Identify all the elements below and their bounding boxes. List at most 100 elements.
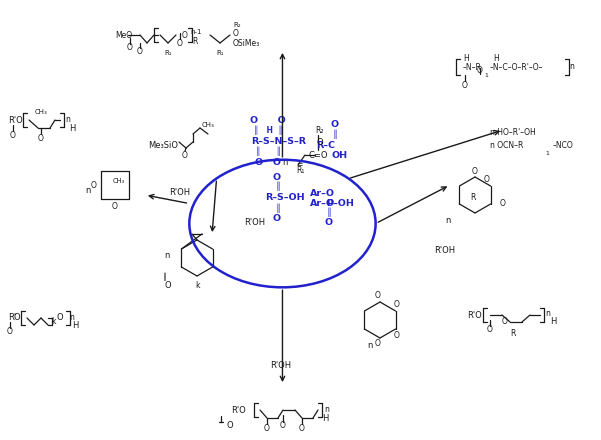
Text: CH₃: CH₃ (201, 122, 215, 128)
Text: R: R (192, 37, 198, 45)
Text: –N–C–O–R'–O–: –N–C–O–R'–O– (490, 62, 543, 72)
Text: n: n (282, 158, 288, 166)
Text: R'OH: R'OH (270, 360, 291, 370)
Text: ║   H  ║: ║ H ║ (254, 125, 282, 135)
Text: Ar–O: Ar–O (310, 188, 335, 198)
Text: P–OH: P–OH (326, 198, 354, 208)
Text: O: O (177, 39, 183, 48)
Text: O: O (91, 180, 97, 190)
Text: CH₃: CH₃ (35, 109, 47, 115)
Text: n: n (570, 62, 575, 70)
Text: R'O: R'O (231, 406, 246, 414)
Text: H: H (493, 54, 499, 62)
Text: –NCO: –NCO (553, 140, 574, 150)
Text: O: O (394, 331, 400, 340)
Text: R₁: R₁ (296, 165, 304, 175)
Text: Ar–O: Ar–O (310, 198, 335, 208)
Text: n: n (367, 341, 373, 349)
Text: R': R' (8, 313, 16, 323)
Text: n OCN–R: n OCN–R (490, 140, 523, 150)
Text: n: n (70, 312, 75, 322)
Text: R'OH: R'OH (435, 246, 456, 254)
Text: O: O (127, 43, 133, 51)
Text: ║: ║ (275, 181, 281, 191)
Text: O: O (502, 318, 508, 326)
Text: R: R (471, 193, 475, 202)
Text: R–C: R–C (317, 140, 335, 150)
Text: O: O (472, 166, 478, 176)
Text: O   O: O O (255, 158, 281, 166)
Text: n HO–R'–OH: n HO–R'–OH (490, 128, 535, 136)
Text: H: H (72, 320, 78, 330)
Text: ║: ║ (275, 203, 281, 213)
Text: O: O (38, 133, 44, 143)
Text: OSiMe₃: OSiMe₃ (233, 39, 260, 48)
Text: –N–R: –N–R (463, 62, 482, 72)
Text: O: O (14, 313, 20, 323)
Text: O: O (484, 175, 490, 183)
Text: ║: ║ (326, 207, 332, 217)
Text: O: O (7, 327, 13, 337)
Text: H: H (322, 414, 328, 422)
Text: 1: 1 (545, 150, 549, 155)
Text: O: O (500, 198, 506, 208)
Text: O: O (299, 423, 305, 433)
Text: k: k (52, 318, 56, 326)
Text: O: O (477, 66, 483, 74)
Text: H: H (69, 124, 75, 132)
Text: O: O (394, 300, 400, 309)
Text: O: O (273, 172, 281, 181)
Text: n: n (445, 216, 451, 224)
Text: H: H (463, 54, 469, 62)
Text: R: R (510, 329, 516, 337)
Text: =: = (296, 161, 302, 169)
Text: O: O (375, 291, 381, 301)
Text: ║      ║: ║ ║ (255, 146, 281, 156)
Text: R₂: R₂ (233, 22, 240, 28)
Text: O: O (10, 131, 16, 139)
Text: O: O (264, 423, 270, 433)
Text: n: n (66, 114, 70, 124)
Text: O: O (331, 120, 339, 128)
Text: R'O: R'O (8, 116, 23, 125)
Text: k: k (195, 281, 200, 290)
Text: CH₃: CH₃ (113, 178, 125, 184)
Text: O: O (280, 421, 286, 429)
Text: O: O (165, 281, 171, 290)
Text: Me₃SiO: Me₃SiO (148, 140, 178, 150)
Text: C=O: C=O (308, 150, 328, 160)
Text: O: O (317, 137, 323, 147)
Text: R'OH: R'OH (245, 217, 266, 227)
Text: O: O (137, 47, 143, 55)
Text: O: O (56, 313, 63, 323)
Text: R₂: R₂ (315, 125, 323, 135)
Text: R'O: R'O (467, 311, 482, 319)
Text: O: O (182, 150, 188, 160)
Text: R–S–OH: R–S–OH (265, 193, 305, 202)
Text: n: n (324, 404, 329, 414)
Text: O: O (233, 29, 239, 37)
Text: O: O (273, 213, 281, 223)
Text: O: O (227, 421, 233, 429)
Text: O: O (462, 81, 468, 89)
Text: O: O (112, 202, 118, 210)
Text: R₁: R₁ (164, 50, 172, 56)
Text: MeO: MeO (115, 30, 132, 40)
Text: ║: ║ (163, 273, 167, 281)
Text: 1: 1 (484, 73, 488, 77)
Text: R–S–N–S–R: R–S–N–S–R (251, 136, 307, 146)
Text: n-1: n-1 (191, 29, 202, 35)
Text: O: O (325, 217, 333, 227)
Text: OH: OH (332, 150, 348, 160)
Text: n: n (85, 186, 91, 194)
Text: n: n (546, 309, 551, 319)
Text: ║: ║ (332, 129, 338, 139)
Text: O: O (182, 30, 188, 40)
Text: R'OH: R'OH (169, 187, 191, 197)
Text: O: O (487, 326, 493, 334)
Text: n: n (164, 250, 169, 260)
Text: O: O (375, 340, 381, 348)
Text: H: H (550, 318, 556, 326)
Text: R₁: R₁ (216, 50, 224, 56)
Text: O      O: O O (250, 116, 286, 125)
